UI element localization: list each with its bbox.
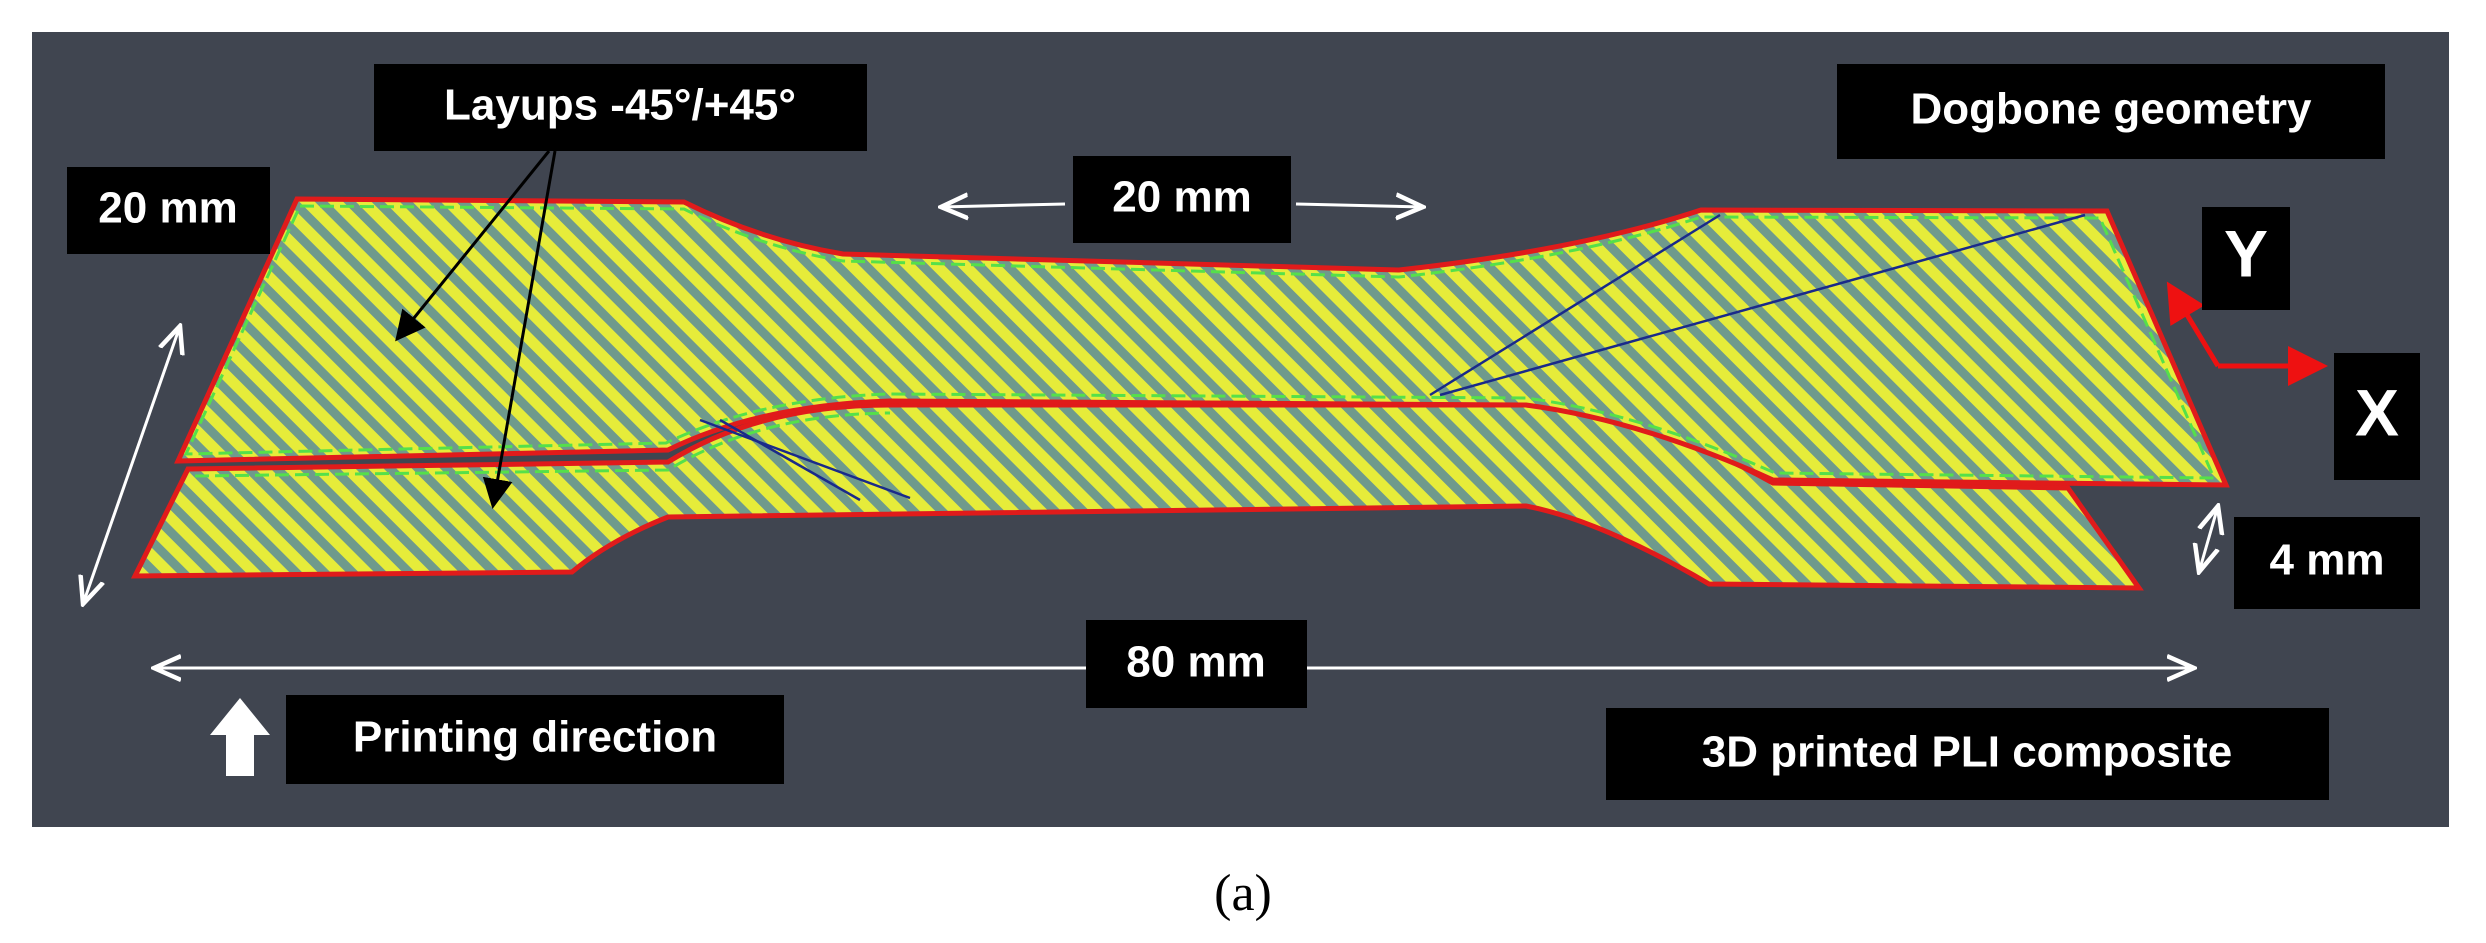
- pointer: [482, 150, 557, 509]
- printing-arrow: [210, 698, 270, 776]
- label: 20 mm: [98, 184, 237, 233]
- label: 20 mm: [1112, 173, 1251, 222]
- edge: [183, 204, 2217, 480]
- label: Dogbone geometry: [1911, 85, 2312, 134]
- label: Layups -45°/+45°: [444, 81, 796, 130]
- label-box: [2202, 207, 2290, 310]
- label: 4 mm: [2270, 536, 2385, 585]
- label-box: [2234, 517, 2420, 609]
- dim-arrow: [941, 204, 1066, 207]
- label-box: [2334, 353, 2420, 480]
- label-box: [1073, 156, 1291, 243]
- label-box: [374, 64, 867, 151]
- label-box: [1086, 620, 1307, 708]
- caption: (a): [1214, 865, 1272, 922]
- dim-arrow: [83, 326, 180, 604]
- edge: [194, 411, 891, 478]
- label: X: [2355, 375, 2399, 449]
- label-box: [67, 167, 270, 254]
- label-box: [1837, 64, 2385, 159]
- label: Printing direction: [353, 713, 717, 762]
- upper-layer: [174, 196, 2230, 488]
- pointer: [395, 150, 551, 342]
- label: Y: [2224, 216, 2268, 290]
- tool-paths: [699, 213, 2086, 502]
- dim-arrow: [2199, 506, 2218, 572]
- label: 3D printed PLI composite: [1702, 728, 2233, 777]
- label-box: [286, 695, 784, 784]
- y-axis-arrow: [2166, 281, 2221, 368]
- label-box: [1606, 708, 2329, 800]
- label: 80 mm: [1126, 638, 1265, 687]
- dim-arrow: [1295, 204, 1423, 207]
